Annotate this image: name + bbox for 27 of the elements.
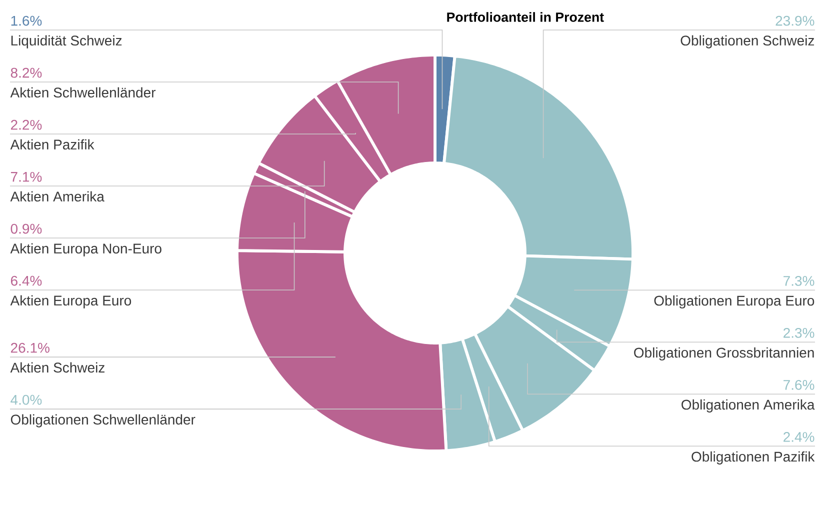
slice-label: Obligationen Schwellenländer <box>10 414 196 428</box>
slice-label: Aktien Schwellenländer <box>10 87 156 98</box>
data-label: 1.6% <box>11 16 42 26</box>
data-label: 2.4% <box>784 432 814 442</box>
data-label: 7.6% <box>784 380 814 390</box>
slice-label: Obligationen Schweiz <box>680 35 814 48</box>
slice-label: Aktien Amerika <box>10 191 104 202</box>
data-label: 8.2% <box>10 68 42 78</box>
slice-label: Obligationen Amerika <box>682 399 815 412</box>
slice-label: Obligationen Europa Euro <box>654 295 814 308</box>
slice-label: Aktien Europa Euro <box>10 295 132 308</box>
chart-title: Portfolioanteil in Prozent <box>447 12 604 22</box>
data-label: 2.3% <box>784 328 814 338</box>
data-label: 4.0% <box>10 394 42 405</box>
data-label: 23.9% <box>776 16 814 26</box>
slice-label: Aktien Europa Non-Euro <box>10 243 162 256</box>
data-label: 2.2% <box>10 120 42 130</box>
data-label: 6.4% <box>10 276 42 286</box>
slice-label: Liquidität Schweiz <box>11 35 122 48</box>
data-label: 26.1% <box>10 342 50 353</box>
slice-label: Obligationen Pazifik <box>692 451 815 464</box>
slice-label: Obligationen Grossbritannien <box>634 347 814 360</box>
data-label: 7.3% <box>784 276 814 286</box>
slice-label: Aktien Pazifik <box>10 139 94 150</box>
data-label: 7.1% <box>10 172 42 182</box>
data-label: 0.9% <box>10 224 42 234</box>
slice-label: Aktien Schweiz <box>10 362 104 373</box>
